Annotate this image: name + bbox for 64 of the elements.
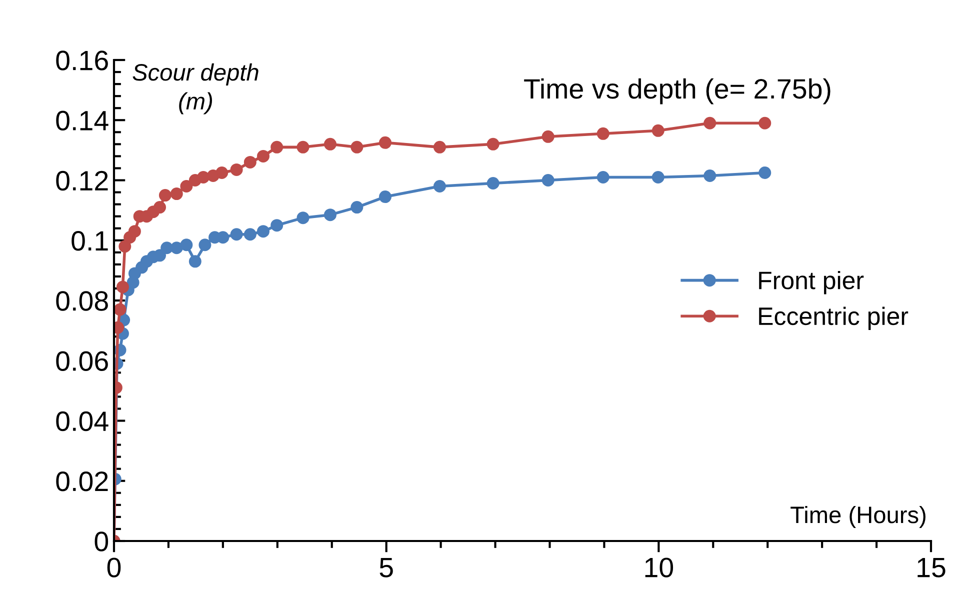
point <box>542 174 554 186</box>
y-tick-label: 0 <box>94 532 108 552</box>
legend-label: Eccentric pier <box>759 306 908 330</box>
point <box>256 225 270 238</box>
y-tick-label: 0.08 <box>56 291 108 311</box>
point <box>128 225 141 238</box>
point <box>244 228 256 241</box>
point <box>433 140 446 154</box>
y-tick-label: 0.1 <box>72 231 108 251</box>
x-tick-label: 15 <box>918 558 946 578</box>
point <box>230 228 243 241</box>
point <box>324 208 336 222</box>
y-tick-label: 0.04 <box>56 411 108 432</box>
point <box>270 140 284 154</box>
point <box>350 140 364 154</box>
text: Time vs depth (e= 2.75b) <box>524 78 830 104</box>
point <box>216 166 228 179</box>
y-tick-label: 0.06 <box>56 351 108 371</box>
legend-label: Front pier <box>759 270 864 294</box>
point <box>188 255 202 268</box>
point <box>596 127 610 140</box>
point <box>198 238 212 252</box>
y-tick-label: 0.12 <box>56 170 108 191</box>
point <box>350 201 364 214</box>
point <box>230 163 243 176</box>
point <box>758 116 772 130</box>
x-tick-label: 0 <box>107 558 121 578</box>
point <box>486 177 500 190</box>
y-axis-title: Scour depth (m) <box>132 63 258 114</box>
point <box>296 140 310 154</box>
point <box>158 189 172 202</box>
point <box>244 156 256 168</box>
point <box>486 138 500 150</box>
point <box>652 170 664 184</box>
point <box>160 242 174 254</box>
y-tick-label: 0.16 <box>56 50 108 70</box>
point <box>378 190 392 204</box>
point <box>170 188 183 200</box>
point <box>704 169 716 182</box>
point <box>296 212 310 224</box>
x-tick-label: 10 <box>645 558 674 578</box>
point <box>114 303 126 316</box>
point <box>180 180 193 193</box>
x-axis-title: Time (Hours) <box>790 506 926 528</box>
point <box>154 249 166 262</box>
x-tick-label: 5 <box>380 558 393 578</box>
y-tick-label: 0.02 <box>56 472 108 492</box>
point <box>596 170 610 184</box>
point <box>758 166 772 179</box>
point <box>116 280 129 294</box>
point <box>180 238 193 252</box>
point <box>118 240 132 253</box>
point <box>652 124 664 137</box>
point <box>170 242 183 254</box>
point <box>197 170 210 184</box>
point <box>154 201 166 214</box>
point <box>270 219 284 232</box>
point <box>433 180 446 193</box>
y-tick-label: 0.14 <box>56 110 108 130</box>
point <box>256 150 270 162</box>
point <box>324 138 336 150</box>
point <box>704 116 716 130</box>
point <box>378 136 392 149</box>
point <box>542 130 554 143</box>
